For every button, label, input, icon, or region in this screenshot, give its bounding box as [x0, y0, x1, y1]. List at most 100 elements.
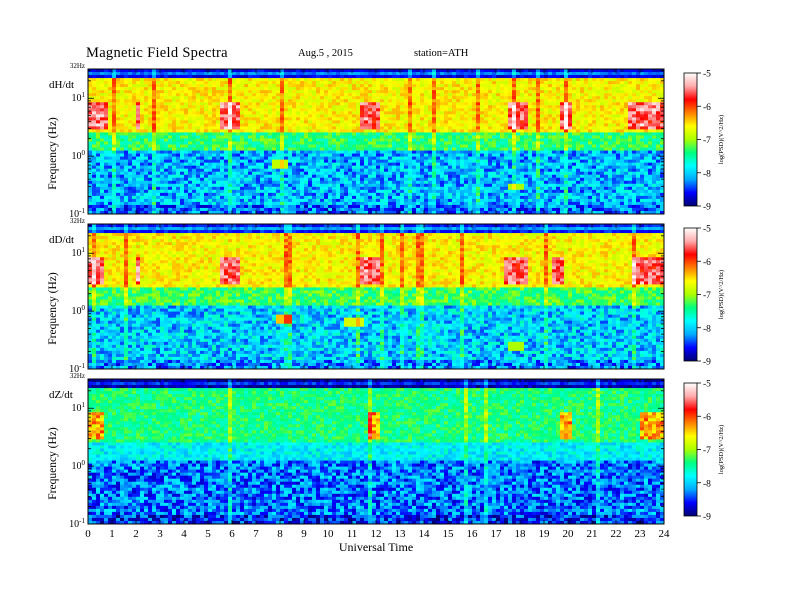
heatmap-cell	[164, 144, 169, 149]
heatmap-cell	[412, 153, 417, 158]
heatmap-cell	[308, 204, 313, 209]
heatmap-cell	[288, 159, 293, 164]
heatmap-cell	[424, 99, 429, 103]
heatmap-cell	[444, 111, 449, 115]
heatmap-cell	[452, 87, 457, 91]
heatmap-cell	[144, 168, 149, 173]
heatmap-cell	[96, 192, 101, 197]
heatmap-cell	[152, 72, 157, 76]
heatmap-cell	[116, 150, 121, 155]
heatmap-cell	[408, 177, 413, 182]
heatmap-cell	[148, 150, 153, 155]
heatmap-cell	[244, 210, 249, 214]
heatmap-cell	[388, 147, 393, 152]
heatmap-cell	[300, 93, 305, 97]
heatmap-cell	[256, 207, 261, 212]
heatmap-cell	[396, 123, 401, 127]
heatmap-cell	[152, 99, 157, 103]
heatmap-cell	[168, 207, 173, 212]
heatmap-cell	[380, 93, 385, 97]
heatmap-cell	[352, 138, 357, 142]
heatmap-cell	[336, 117, 341, 121]
heatmap-cell	[432, 171, 437, 176]
heatmap-cell	[476, 123, 481, 127]
heatmap-cell	[444, 195, 449, 200]
heatmap-cell	[88, 150, 93, 155]
heatmap-cell	[200, 183, 205, 188]
heatmap-cell	[208, 183, 213, 188]
heatmap-cell	[388, 120, 393, 124]
heatmap-cell	[360, 105, 365, 109]
heatmap-cell	[476, 150, 481, 155]
heatmap-cell	[136, 174, 141, 179]
heatmap-cell	[212, 138, 217, 142]
heatmap-cell	[224, 138, 229, 142]
heatmap-cell	[152, 144, 157, 149]
heatmap-cell	[376, 105, 381, 109]
heatmap-cell	[88, 192, 93, 197]
heatmap-cell	[484, 75, 489, 79]
figure-title: Magnetic Field Spectra	[86, 45, 228, 62]
heatmap-cell	[316, 168, 321, 173]
heatmap-cell	[196, 72, 201, 76]
heatmap-cell	[340, 108, 345, 112]
heatmap-cell	[412, 126, 417, 130]
heatmap-cell	[428, 186, 433, 191]
heatmap-cell	[240, 195, 245, 200]
heatmap-cell	[436, 72, 441, 76]
heatmap-cell	[164, 153, 169, 158]
heatmap-cell	[332, 117, 337, 121]
heatmap-cell	[440, 192, 445, 197]
heatmap-cell	[292, 183, 297, 188]
heatmap-cell	[280, 138, 285, 142]
heatmap-cell	[296, 201, 301, 206]
heatmap-cell	[312, 102, 317, 106]
heatmap-cell	[440, 186, 445, 191]
heatmap-cell	[144, 99, 149, 103]
heatmap-cell	[312, 126, 317, 130]
heatmap-cell	[400, 132, 405, 136]
heatmap-cell	[484, 126, 489, 130]
heatmap-cell	[228, 192, 233, 197]
heatmap-cell	[304, 81, 309, 85]
heatmap-cell	[484, 114, 489, 118]
heatmap-cell	[220, 99, 225, 103]
heatmap-cell	[336, 210, 341, 214]
heatmap-cell	[216, 210, 221, 214]
heatmap-cell	[252, 132, 257, 136]
heatmap-cell	[336, 198, 341, 203]
heatmap-cell	[132, 126, 137, 130]
heatmap-cell	[144, 198, 149, 203]
heatmap-cell	[128, 195, 133, 200]
heatmap-cell	[108, 108, 113, 112]
heatmap-cell	[484, 111, 489, 115]
heatmap-cell	[208, 84, 213, 88]
heatmap-cell	[288, 117, 293, 121]
heatmap-cell	[232, 150, 237, 155]
heatmap-cell	[256, 156, 261, 161]
heatmap-cell	[364, 204, 369, 209]
heatmap-cell	[360, 198, 365, 203]
heatmap-cell	[472, 96, 477, 100]
heatmap-cell	[424, 186, 429, 191]
heatmap-cell	[276, 198, 281, 203]
heatmap-cell	[136, 72, 141, 76]
heatmap-cell	[252, 165, 257, 170]
heatmap-cell	[328, 201, 333, 206]
heatmap-cell	[352, 159, 357, 164]
heatmap-cell	[344, 174, 349, 179]
heatmap-cell	[104, 108, 109, 112]
heatmap-cell	[288, 141, 293, 146]
heatmap-cell	[428, 108, 433, 112]
heatmap-cell	[396, 105, 401, 109]
heatmap-cell	[184, 162, 189, 167]
heatmap-cell	[272, 144, 277, 149]
heatmap-cell	[460, 204, 465, 209]
heatmap-cell	[276, 126, 281, 130]
heatmap-cell	[120, 180, 125, 185]
heatmap-cell	[488, 69, 493, 73]
heatmap-cell	[424, 156, 429, 161]
heatmap-cell	[264, 168, 269, 173]
heatmap-cell	[240, 138, 245, 142]
heatmap-cell	[376, 93, 381, 97]
